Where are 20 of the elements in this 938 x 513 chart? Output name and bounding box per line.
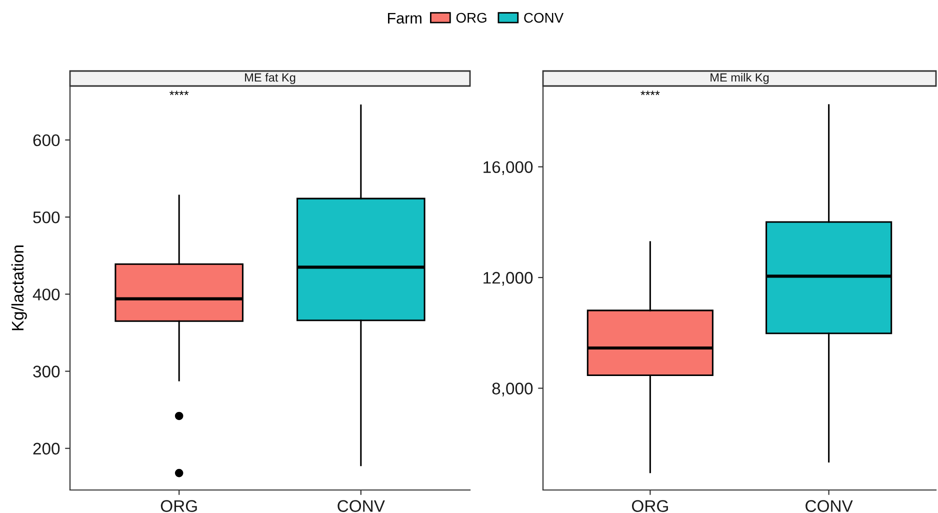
y-tick-label: 200 — [33, 442, 60, 455]
x-tick-label: CONV — [806, 500, 853, 512]
legend-label: ORG — [456, 12, 486, 23]
y-tick-label: 400 — [32, 288, 60, 300]
legend-title: Farm — [388, 12, 422, 24]
y-axis-title: Kg/lactation — [11, 246, 27, 330]
annotation: **** — [170, 90, 189, 96]
y-tick-label: 12,000 — [484, 272, 533, 286]
y-tick-label: 600 — [33, 134, 60, 146]
x-tick-label: ORG — [632, 500, 668, 512]
chart-title: ME milk Kg — [710, 73, 769, 84]
chart-title: ME fat Kg — [245, 73, 296, 84]
y-tick-label: 500 — [33, 211, 60, 224]
x-tick-label: ORG — [160, 500, 197, 512]
legend-label: CONV — [524, 12, 564, 23]
x-tick-label: CONV — [338, 500, 385, 512]
y-tick-label: 16,000 — [484, 161, 533, 175]
y-tick-label: 8,000 — [492, 382, 533, 396]
y-tick-label: 300 — [33, 366, 60, 378]
annotation: **** — [640, 90, 660, 96]
